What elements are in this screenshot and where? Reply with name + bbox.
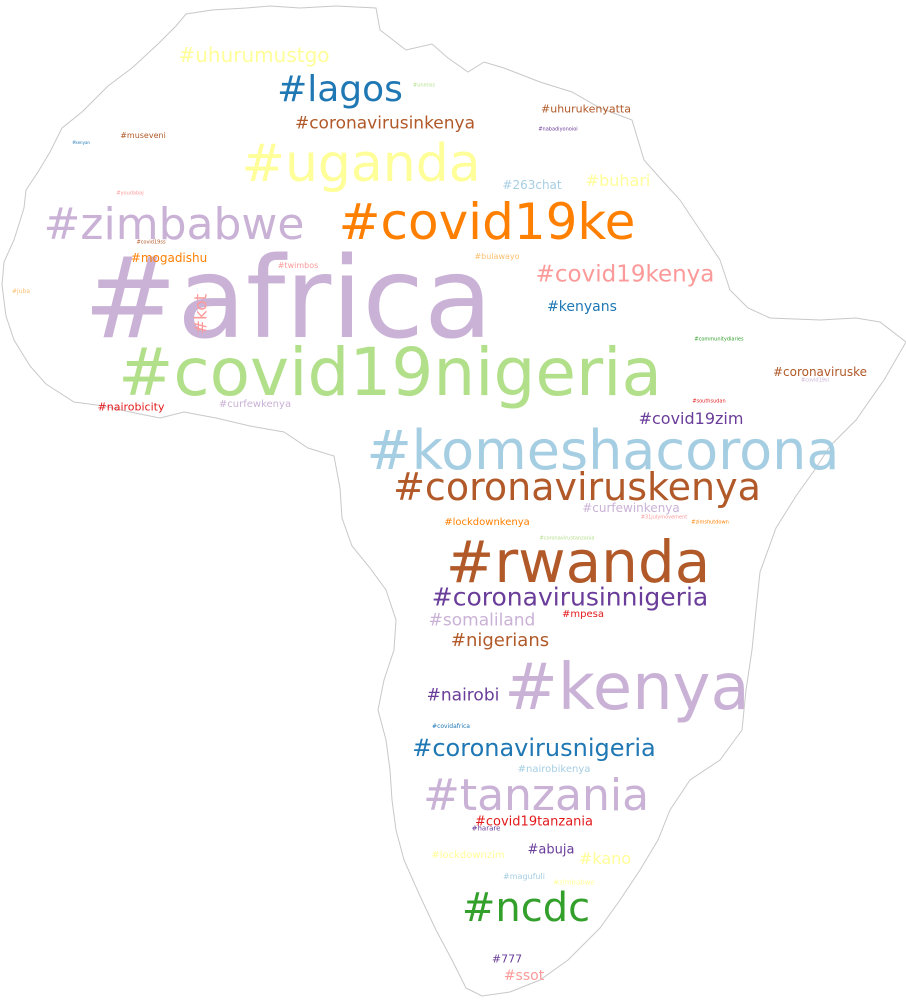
hashtag-word: #museveni	[120, 131, 166, 140]
hashtag-word: #juba	[12, 288, 30, 295]
hashtag-word: #31julymovement	[640, 514, 688, 521]
hashtag-word: #buhari	[585, 171, 651, 190]
hashtag-word: #covid19nigeria	[118, 334, 662, 411]
hashtag-word: #africa	[83, 234, 493, 364]
hashtag-word: #mpesa	[562, 609, 604, 620]
hashtag-word: #zimbabwe	[553, 878, 595, 887]
hashtag-word: #southsudan	[692, 398, 726, 405]
hashtag-word: #communitydiaries	[694, 336, 744, 343]
hashtag-word: #abuja	[527, 842, 575, 858]
hashtag-word: #nairobikenya	[517, 764, 591, 775]
hashtag-word: #263chat	[502, 178, 562, 192]
hashtag-word: #lockdownzim	[431, 850, 505, 861]
hashtag-word: #covid19ke	[338, 193, 636, 251]
hashtag-word: #kenyans	[547, 299, 617, 315]
hashtag-word: #coronavirusinnigeria	[431, 582, 709, 612]
hashtag-word: #komeshacorona	[366, 419, 840, 482]
hashtag-word: #coronavirustanzania	[539, 535, 595, 542]
africa-outline-path	[1, 5, 906, 997]
hashtag-word: #covid19sl	[801, 377, 829, 384]
hashtag-word: #twimbos	[277, 261, 319, 270]
hashtag-word: #nairobi	[426, 685, 500, 706]
hashtag-word: #somaliland	[428, 610, 536, 631]
hashtag-word: #covid19ss	[136, 239, 166, 246]
hashtag-word: #coronaviruskenya	[393, 465, 761, 509]
hashtag-word: #bulawayo	[474, 252, 520, 261]
hashtag-word: #zimshutdown	[691, 519, 729, 526]
hashtag-word: #kano	[578, 849, 632, 868]
hashtag-word: #ssot	[503, 968, 545, 984]
hashtag-word: #covid19tanzania	[474, 814, 594, 830]
hashtag-word: #covidafrica	[432, 723, 470, 730]
hashtag-word: #curfewinkenya	[582, 501, 680, 515]
hashtag-word: #harare	[471, 824, 501, 833]
hashtag-word: #nabadiyonoioi	[538, 126, 578, 133]
hashtag-word: #kenya	[504, 651, 750, 725]
hashtag-word: #lockdownkenya	[444, 517, 530, 528]
hashtag-word: #ncdc	[461, 885, 591, 931]
hashtag-word: #777	[491, 952, 523, 966]
hashtag-word: #youdabaj	[116, 190, 144, 197]
hashtag-word: #coronavirusinkenya	[294, 113, 476, 134]
hashtag-word: #zimbabwe	[43, 199, 305, 250]
hashtag-word: #unmiss	[413, 82, 435, 89]
hashtag-word: #kenyan	[72, 140, 90, 145]
hashtag-word: #curfewkenya	[218, 399, 292, 410]
hashtag-word: #mogadishu	[130, 251, 208, 265]
hashtag-word: #nairobicity	[97, 400, 165, 414]
hashtag-word: #nigerians	[450, 630, 550, 651]
hashtag-word: #uhurumustgo	[178, 43, 330, 67]
hashtag-word: #magufuli	[503, 872, 545, 881]
hashtag-word: #tanzania	[422, 770, 650, 821]
hashtag-word: #coronavirusnigeria	[412, 734, 656, 762]
hashtag-word: #coronaviruske	[772, 365, 868, 379]
hashtag-word: #rwanda	[445, 528, 711, 596]
hashtag-word: #covid19kenya	[535, 261, 715, 288]
hashtag-word: #covid19zim	[638, 409, 744, 428]
hashtag-word: #uhurukenyatta	[541, 102, 631, 116]
hashtag-word: #lagos	[277, 69, 403, 110]
hashtag-word: #uganda	[241, 134, 481, 194]
hashtag-word: #kot	[191, 293, 212, 335]
